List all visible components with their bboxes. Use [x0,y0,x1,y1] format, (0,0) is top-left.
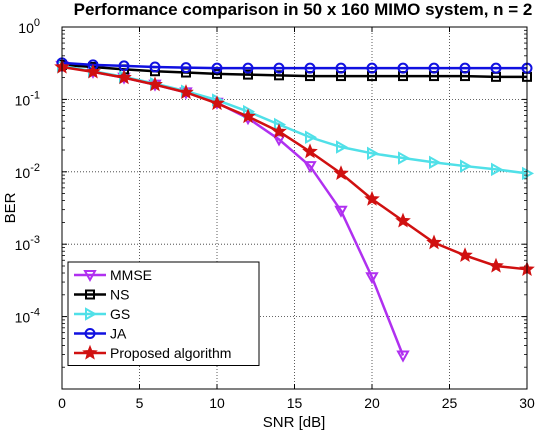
data-point-proposed-algorithm [364,190,380,206]
data-point-gs [429,155,442,170]
series-line-ja [61,61,527,70]
data-point-mmse [396,350,410,363]
plot-frame [61,26,528,390]
x-tick-label: 15 [287,395,303,411]
y-tick-exponent: -4 [30,307,40,319]
data-point-proposed-algorithm [488,257,504,273]
data-point-mmse [272,134,286,147]
series-line-proposed-algorithm [61,65,528,271]
data-point-gs [398,151,411,165]
y-tick-base: 10 [15,310,31,326]
data-point-mmse [334,205,348,218]
y-tick-exponent: -3 [30,234,40,246]
y-tick-base: 10 [15,92,31,108]
legend-label-gs: GS [110,306,130,322]
data-point-proposed-algorithm [302,143,318,159]
data-point-proposed-algorithm [147,76,163,92]
data-point-mmse [303,161,317,174]
legend-label-ns: NS [110,287,129,303]
series-line-ns [61,63,527,79]
data-point-ja [242,62,254,74]
x-axis-label: SNR [dB] [263,414,326,431]
y-tick-exponent: 0 [34,17,40,29]
legend-swatch-marker [85,307,98,321]
x-tick-labels: 0 5 10 15 20 25 30 [58,395,535,411]
data-point-ja [490,62,502,74]
data-point-gs [336,140,349,154]
legend: MMSE NS GS JA Proposed algorithm [67,261,260,366]
data-point-ja [304,62,316,74]
legend-label-ja: JA [110,326,127,342]
legend-swatch-marker [82,344,98,360]
y-tick-exponent: -2 [30,162,40,174]
data-point-ns [274,70,284,81]
x-tick-label: 5 [136,395,144,411]
data-point-ja [273,62,285,74]
data-point-ja [180,62,192,74]
y-tick-exponent: -1 [30,89,40,101]
legend-swatch-marker [84,328,96,339]
data-point-ja [459,62,471,74]
data-point-proposed-algorithm [85,63,101,79]
data-point-proposed-algorithm [426,234,442,250]
series-proposed-algorithm [54,58,535,276]
y-tick-base: 10 [15,237,31,253]
data-point-ja [397,62,409,74]
data-point-ns [243,69,253,80]
y-tick-label: 10-4 [15,307,40,326]
data-point-proposed-algorithm [116,69,132,85]
data-point-gs [491,162,504,177]
x-tick-label: 10 [209,395,225,411]
data-point-gs [460,159,473,173]
data-point-ja [149,61,161,73]
x-tick-label: 0 [58,395,66,411]
y-tick-label: 10-2 [15,162,40,181]
data-point-proposed-algorithm [178,84,194,100]
data-point-proposed-algorithm [209,95,225,111]
y-tick-base: 10 [18,20,34,36]
data-point-gs [305,130,318,144]
x-tick-label: 25 [442,395,458,411]
y-axis-label: BER [2,192,19,223]
x-tick-label: 20 [364,395,380,411]
data-point-ja [366,62,378,74]
data-point-ns [212,68,222,79]
y-tick-base: 10 [15,165,31,181]
data-point-ja [211,62,223,74]
legend-label-proposed-algorithm: Proposed algorithm [110,345,231,361]
data-point-proposed-algorithm [333,165,349,181]
legend-swatch-marker [85,289,95,300]
y-tick-label: 10-3 [15,234,40,253]
data-point-proposed-algorithm [240,108,256,124]
x-tick-label: 30 [519,395,535,411]
data-point-ja [428,62,440,74]
data-point-gs [367,146,380,161]
data-point-proposed-algorithm [457,247,473,263]
grid-lines [62,27,527,389]
y-tick-label: 100 [18,17,40,36]
data-point-ja [335,62,347,74]
legend-label-mmse: MMSE [110,267,152,283]
data-point-proposed-algorithm [271,123,287,139]
y-tick-label: 10-1 [15,89,40,108]
data-point-proposed-algorithm [395,212,411,228]
chart-title: Performance comparison in 50 x 160 MIMO … [74,0,533,19]
data-point-mmse [365,272,379,285]
legend-swatch-marker [83,270,97,283]
